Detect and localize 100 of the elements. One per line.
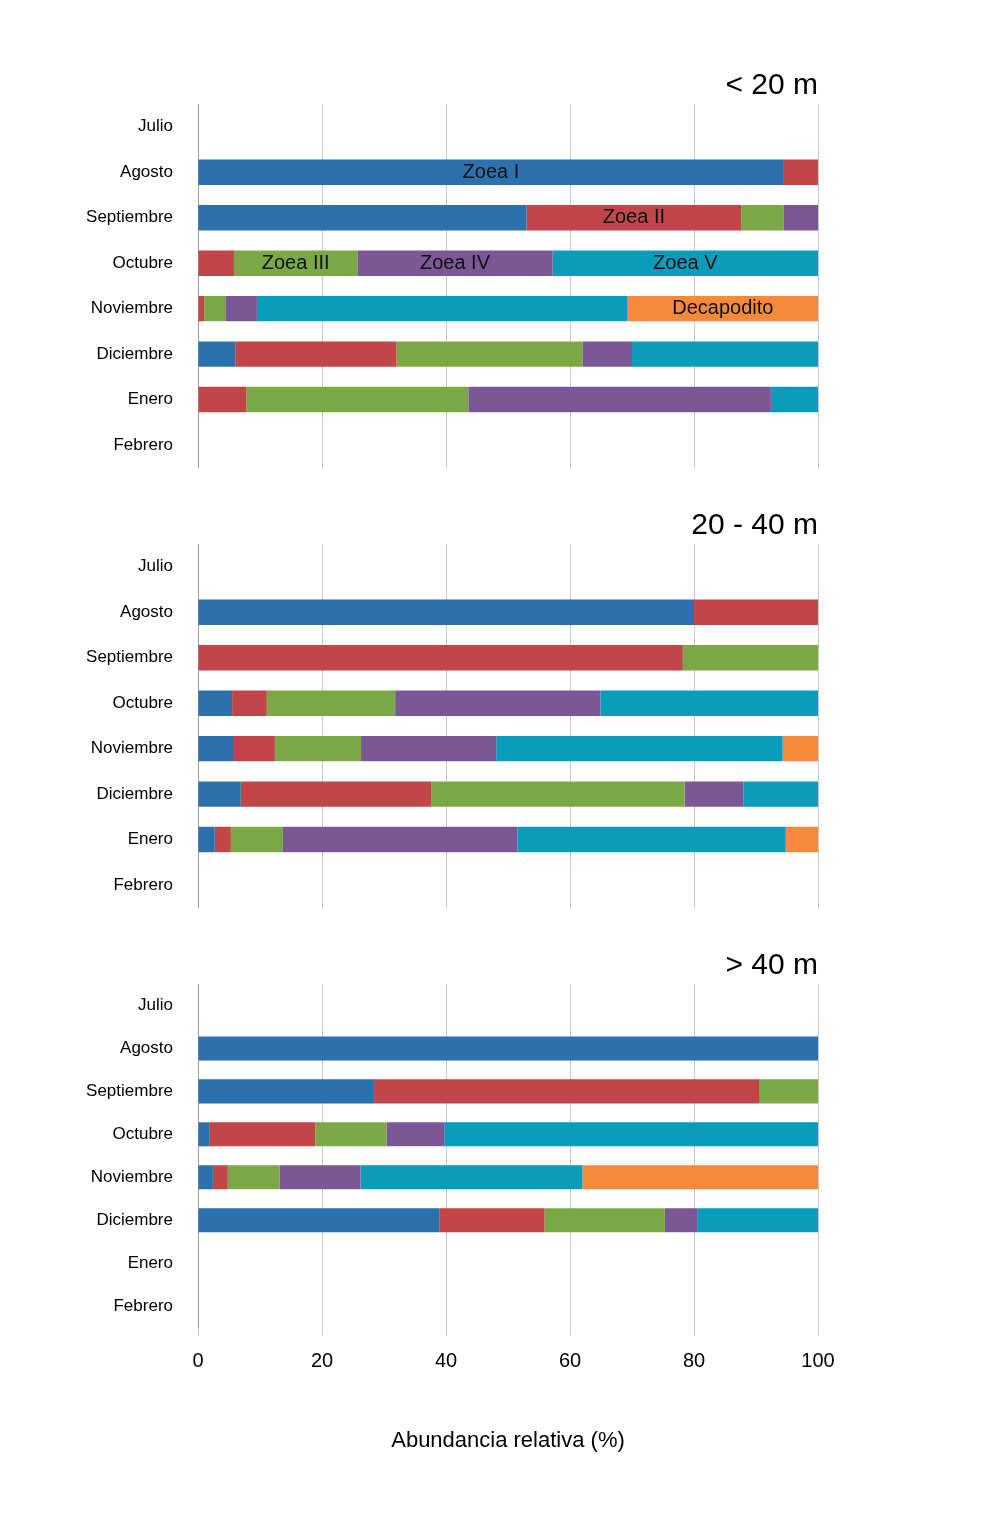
bar bbox=[198, 250, 234, 276]
bar bbox=[198, 204, 527, 231]
y-tick-label: Febrero bbox=[113, 434, 173, 454]
y-tick-label: Octubre bbox=[112, 252, 173, 272]
y-tick-label: Noviembre bbox=[90, 298, 173, 318]
bar bbox=[198, 1122, 210, 1147]
bar bbox=[266, 690, 396, 716]
y-tick-label: Noviembre bbox=[90, 1166, 173, 1186]
bar bbox=[396, 341, 583, 367]
series-label: Decapodito bbox=[672, 296, 774, 319]
bar bbox=[225, 295, 257, 322]
bar bbox=[526, 204, 742, 231]
bar bbox=[246, 386, 469, 413]
y-tick-label: Diciembre bbox=[96, 783, 173, 803]
bar bbox=[759, 1079, 818, 1104]
series-label: Zoea I bbox=[462, 159, 520, 182]
bar bbox=[360, 1165, 583, 1190]
bar bbox=[235, 341, 397, 367]
bar bbox=[632, 341, 818, 367]
bar bbox=[785, 826, 818, 853]
bar bbox=[600, 690, 818, 716]
y-tick-label: Enero bbox=[127, 389, 173, 409]
bar bbox=[684, 781, 744, 807]
bar bbox=[230, 826, 283, 853]
bar bbox=[198, 1208, 440, 1233]
y-tick-label: Agosto bbox=[120, 1038, 173, 1058]
x-tick-label: 80 bbox=[682, 1349, 706, 1372]
chart-title: < 20 m bbox=[725, 67, 818, 101]
bar bbox=[386, 1122, 445, 1147]
bar bbox=[664, 1208, 698, 1233]
bar bbox=[431, 781, 685, 807]
bar bbox=[315, 1122, 387, 1147]
bar bbox=[282, 826, 518, 853]
bar bbox=[198, 1165, 213, 1190]
bar bbox=[439, 1208, 545, 1233]
bar bbox=[374, 1079, 760, 1104]
bar bbox=[496, 735, 783, 762]
bar bbox=[240, 781, 432, 807]
bar bbox=[468, 386, 771, 413]
bar bbox=[357, 250, 553, 276]
bar bbox=[783, 159, 818, 185]
bar bbox=[198, 644, 683, 671]
y-tick-label: Julio bbox=[138, 995, 173, 1015]
x-tick-label: 100 bbox=[801, 1349, 835, 1372]
bar bbox=[198, 1079, 375, 1104]
y-tick-label: Enero bbox=[127, 1252, 173, 1272]
bar bbox=[697, 1208, 818, 1233]
chart-title: 20 - 40 m bbox=[691, 507, 818, 541]
series-label: Zoea III bbox=[261, 250, 330, 273]
bar bbox=[198, 599, 694, 625]
bar bbox=[198, 735, 234, 762]
bar bbox=[694, 599, 818, 625]
y-tick-label: Noviembre bbox=[90, 738, 173, 758]
bar bbox=[198, 341, 236, 367]
bar bbox=[395, 690, 601, 716]
y-tick-label: Septiembre bbox=[86, 207, 173, 227]
bar bbox=[198, 159, 784, 185]
y-tick-label: Octubre bbox=[112, 1124, 173, 1144]
bar bbox=[582, 1165, 818, 1190]
x-tick-label: 60 bbox=[558, 1349, 582, 1372]
series-label: Zoea IV bbox=[419, 250, 491, 273]
y-tick-label: Agosto bbox=[120, 601, 173, 621]
bar bbox=[209, 1122, 316, 1147]
bar bbox=[232, 690, 267, 716]
bar bbox=[227, 1165, 280, 1190]
bar bbox=[517, 826, 786, 853]
bar bbox=[204, 295, 226, 322]
y-tick-label: Diciembre bbox=[96, 1209, 173, 1229]
bar bbox=[544, 1208, 665, 1233]
bar bbox=[198, 690, 233, 716]
bar bbox=[783, 204, 818, 231]
x-tick-label: 0 bbox=[192, 1349, 204, 1372]
y-tick-label: Septiembre bbox=[86, 647, 173, 667]
bar bbox=[214, 826, 231, 853]
x-axis-title: Abundancia relativa (%) bbox=[391, 1426, 625, 1452]
bar bbox=[741, 204, 784, 231]
bar bbox=[444, 1122, 818, 1147]
bar bbox=[782, 735, 818, 762]
x-tick-label: 20 bbox=[310, 1349, 334, 1372]
y-tick-label: Julio bbox=[138, 556, 173, 576]
bar bbox=[198, 826, 215, 853]
bar bbox=[361, 735, 497, 762]
y-tick-label: Febrero bbox=[113, 874, 173, 894]
bar bbox=[212, 1165, 228, 1190]
bar bbox=[198, 386, 247, 413]
y-tick-label: Julio bbox=[138, 116, 173, 136]
bar bbox=[743, 781, 818, 807]
bar bbox=[552, 250, 818, 276]
bar bbox=[198, 1036, 818, 1061]
y-tick-label: Enero bbox=[127, 829, 173, 849]
bar bbox=[198, 781, 241, 807]
series-label: Zoea II bbox=[602, 205, 665, 228]
y-tick-label: Octubre bbox=[112, 692, 173, 712]
bar bbox=[233, 735, 275, 762]
bar bbox=[682, 644, 818, 671]
chart-title: > 40 m bbox=[725, 947, 818, 981]
x-tick-label: 40 bbox=[434, 1349, 458, 1372]
y-tick-label: Febrero bbox=[113, 1295, 173, 1315]
y-tick-label: Diciembre bbox=[96, 343, 173, 363]
y-tick-label: Septiembre bbox=[86, 1081, 173, 1101]
